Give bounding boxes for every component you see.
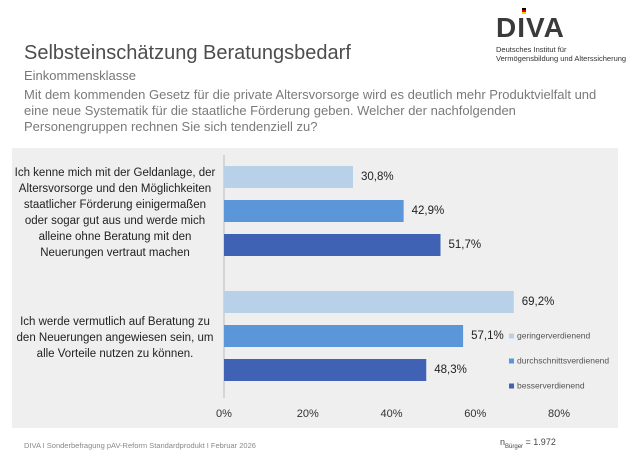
- value-label: 30,8%: [361, 171, 394, 183]
- logo-line: Vermögensbildung und Alterssicherung: [496, 54, 627, 63]
- logo-flag: [522, 12, 526, 14]
- bar: [224, 234, 441, 256]
- bar: [224, 291, 514, 313]
- logo-subtitle: Deutsches Institut für Vermögensbildung …: [496, 45, 626, 63]
- sample-size: nBürger = 1.972: [500, 437, 556, 450]
- x-tick-label: 60%: [464, 408, 486, 420]
- logo-line: Deutsches Institut für: [496, 45, 567, 54]
- legend-label: durchschnittsverdienend: [517, 355, 609, 365]
- logo-flag: [522, 8, 526, 10]
- sample-subscript: Bürger: [505, 443, 524, 450]
- question: Mit dem kommenden Gesetz für die private…: [24, 87, 597, 134]
- legend-swatch: [509, 333, 514, 339]
- sample-text: = 1.972: [525, 437, 556, 447]
- legend-swatch: [509, 383, 514, 389]
- footer: DIVA I Sonderbefragung pAV-Reform Standa…: [24, 441, 256, 450]
- legend-swatch: [509, 358, 514, 364]
- category-label: Ich kenne mich mit der Geldanlage, der A…: [14, 167, 216, 259]
- logo-flag: [522, 10, 526, 12]
- chart-title: Selbsteinschätzung Beratungsbedarf: [24, 42, 351, 64]
- legend-label: geringerverdienend: [517, 330, 591, 340]
- value-label: 42,9%: [412, 205, 445, 217]
- bar: [224, 359, 427, 381]
- x-tick-label: 20%: [297, 408, 319, 420]
- value-label: 57,1%: [471, 330, 504, 342]
- category-label: Ich werde vermutlich auf Beratung zu den…: [16, 316, 214, 360]
- x-tick-label: 0%: [216, 408, 232, 420]
- bar: [224, 325, 464, 347]
- x-tick-label: 40%: [380, 408, 402, 420]
- logo-name: DIVA: [496, 12, 565, 43]
- value-label: 51,7%: [448, 239, 481, 251]
- plot-background: [12, 148, 618, 428]
- legend-label: besserverdienend: [517, 380, 585, 390]
- chart-subtitle: Einkommensklasse: [24, 68, 136, 83]
- x-tick-label: 80%: [548, 408, 570, 420]
- bar: [224, 200, 404, 222]
- value-label: 48,3%: [434, 364, 467, 376]
- sample-symbol: n: [500, 437, 506, 447]
- bar: [224, 166, 353, 188]
- value-label: 69,2%: [522, 296, 555, 308]
